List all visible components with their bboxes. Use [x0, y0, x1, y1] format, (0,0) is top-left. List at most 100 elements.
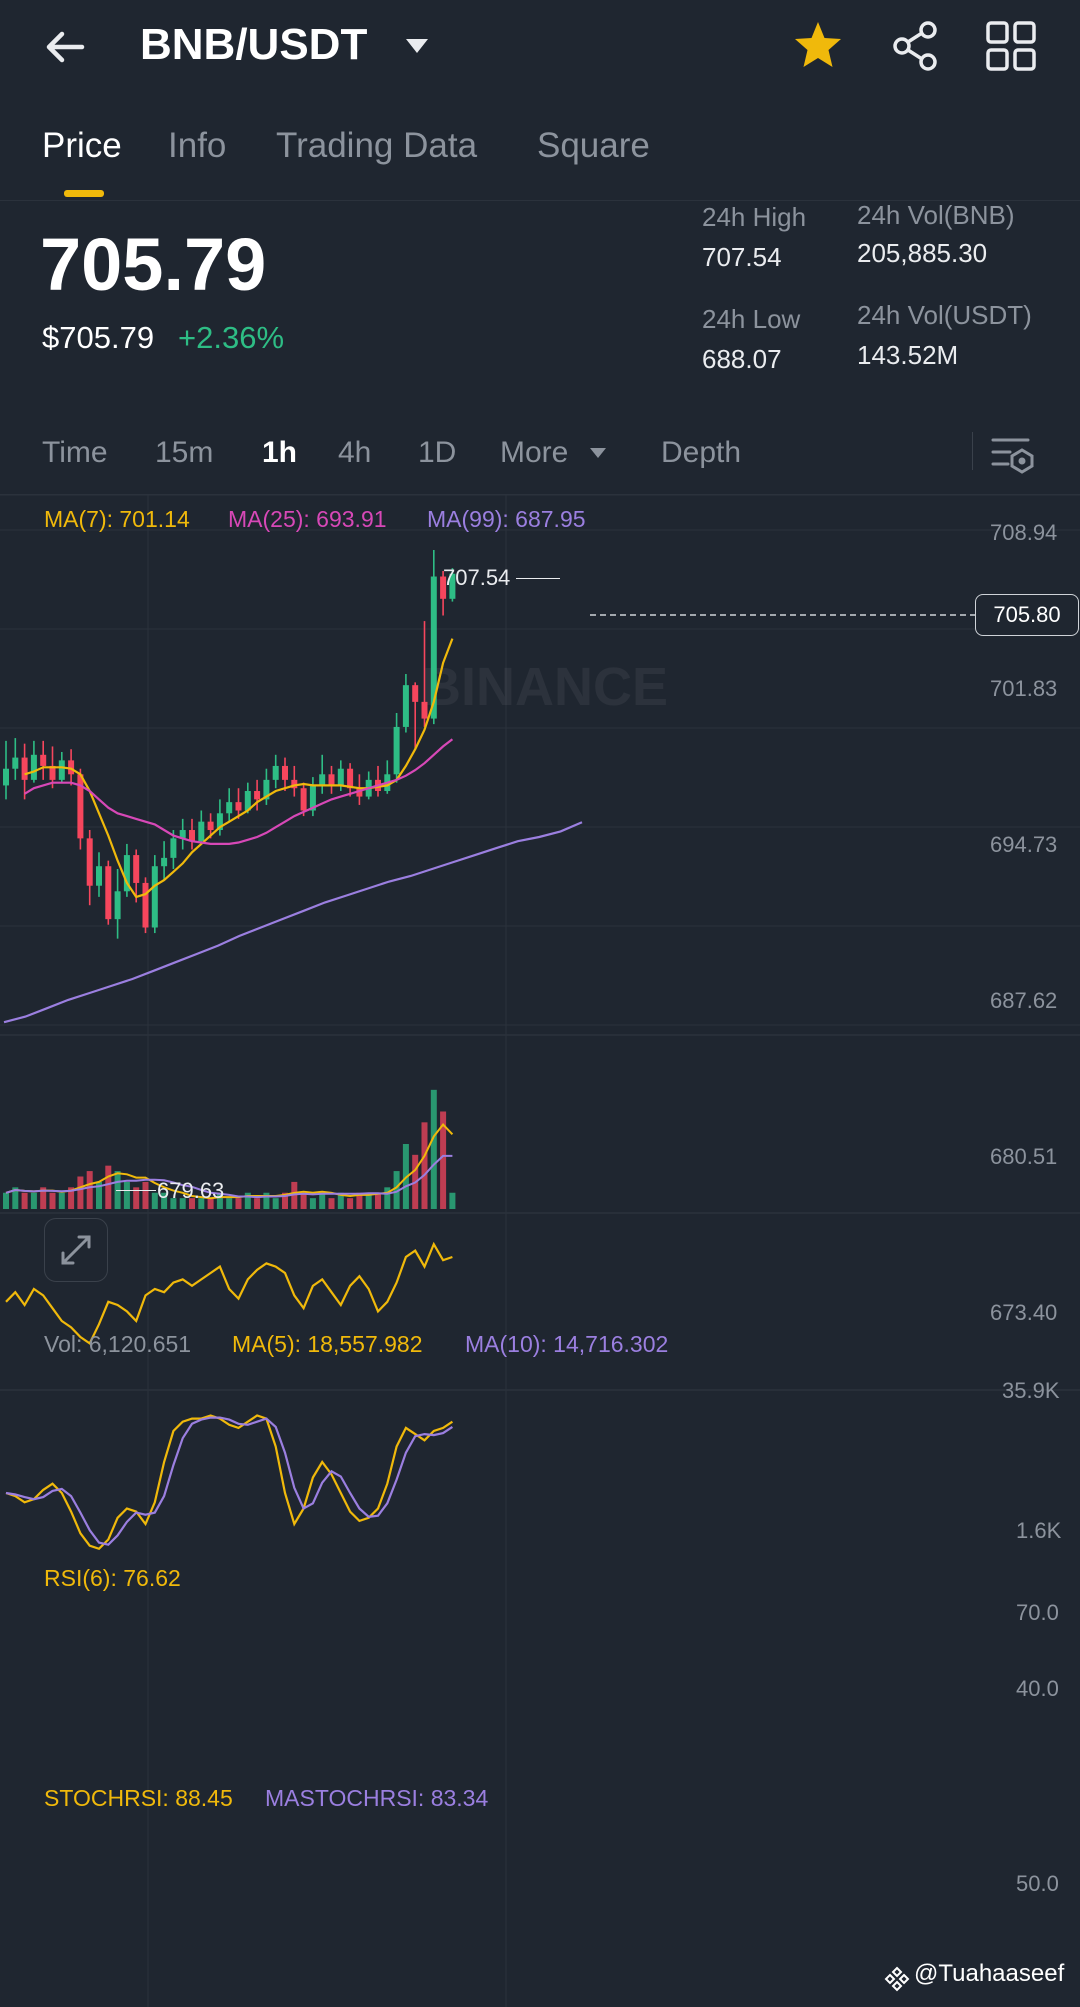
- volume-bar: [263, 1192, 270, 1209]
- candle: [161, 841, 168, 881]
- volume-bar: [3, 1192, 9, 1209]
- candle: [30, 740, 37, 783]
- share-icon[interactable]: [890, 20, 942, 72]
- candle: [402, 674, 409, 733]
- last-price: 705.79: [40, 223, 267, 306]
- tab-trading-data[interactable]: Trading Data: [276, 126, 478, 165]
- grid-icon[interactable]: [985, 20, 1037, 72]
- candle: [449, 568, 456, 602]
- volume-bar: [198, 1198, 205, 1209]
- tab-square[interactable]: Square: [537, 126, 650, 165]
- vol-quote-label: 24h Vol(USDT): [857, 300, 1032, 330]
- caret-down-icon[interactable]: [404, 36, 430, 56]
- candle: [114, 869, 121, 939]
- expand-icon[interactable]: [44, 1218, 108, 1282]
- price-axis-label: 694.73: [990, 832, 1058, 857]
- indicator-settings-icon[interactable]: [990, 432, 1036, 474]
- high-marker-label: 707.54: [443, 565, 511, 590]
- interval-15m[interactable]: 15m: [155, 436, 214, 469]
- stochrsi-line: [5, 1414, 454, 1551]
- candle: [235, 788, 242, 819]
- interval-time[interactable]: Time: [42, 436, 108, 469]
- candle: [21, 743, 28, 800]
- ma25-label: MA(25): 693.91: [228, 506, 387, 532]
- volume-bar: [347, 1198, 354, 1209]
- candle: [384, 760, 391, 794]
- volume-bar: [254, 1198, 261, 1209]
- candle: [142, 877, 149, 934]
- candles: [3, 550, 456, 939]
- interval-depth[interactable]: Depth: [661, 436, 742, 469]
- volume-bar: [49, 1192, 56, 1209]
- pair-selector[interactable]: BNB/USDT: [140, 20, 368, 69]
- back-arrow-icon[interactable]: [40, 22, 90, 72]
- volume-bar: [365, 1192, 372, 1209]
- volume-bar: [226, 1198, 233, 1209]
- change-percent: +2.36%: [178, 320, 285, 355]
- volume-bar: [393, 1171, 400, 1209]
- price-axis-label: 673.40: [990, 1300, 1058, 1325]
- ma99-label: MA(99): 687.95: [427, 506, 586, 532]
- watermark-text: BINANCE: [422, 657, 668, 717]
- candle: [244, 782, 251, 814]
- volume-bar: [216, 1192, 223, 1209]
- volume-bar: [30, 1192, 37, 1209]
- tab-info[interactable]: Info: [168, 126, 227, 165]
- price-axis-label: 701.83: [990, 676, 1058, 701]
- interval-1h[interactable]: 1h: [262, 436, 298, 469]
- volume-bar: [375, 1192, 381, 1209]
- candle: [226, 788, 233, 822]
- candle: [421, 621, 428, 727]
- vol-ma5-line: [5, 1122, 454, 1200]
- candle: [356, 774, 363, 805]
- ma25-line: [24, 738, 454, 845]
- interval-1d[interactable]: 1D: [418, 436, 457, 469]
- candle: [198, 810, 205, 844]
- divider: [972, 432, 973, 470]
- candle: [291, 765, 298, 797]
- vol-quote-value: 143.52M: [857, 340, 959, 370]
- vol-axis-label: 35.9K: [1002, 1378, 1060, 1403]
- vol-ma10-line: [5, 1154, 453, 1199]
- candle: [282, 757, 288, 792]
- volume-bar: [77, 1176, 84, 1209]
- candle: [319, 754, 326, 794]
- tab-price[interactable]: Price: [42, 126, 122, 165]
- volume-bar: [151, 1192, 158, 1209]
- volume-bar: [189, 1198, 195, 1209]
- volume-bar: [337, 1192, 344, 1209]
- usd-price: $705.79: [42, 320, 155, 355]
- interval-4h[interactable]: 4h: [338, 436, 372, 469]
- candle: [375, 765, 381, 797]
- candle: [105, 860, 112, 925]
- volume-bar: [68, 1187, 75, 1209]
- stoch-axis-label: 50.0: [1016, 1871, 1059, 1896]
- candle: [430, 550, 437, 725]
- caret-down-icon[interactable]: [588, 446, 608, 460]
- volume-bar: [21, 1192, 28, 1209]
- price-axis-label: 708.94: [990, 520, 1058, 545]
- low-value: 688.07: [702, 344, 782, 374]
- volume-bar: [142, 1181, 149, 1209]
- volume-bar: [105, 1165, 112, 1209]
- low-marker-line: [116, 1190, 156, 1191]
- candle: [393, 713, 400, 783]
- candle: [216, 799, 223, 836]
- candle: [272, 754, 279, 789]
- rsi-axis-label: 40.0: [1016, 1676, 1059, 1701]
- volume-bar: [40, 1187, 47, 1209]
- star-icon[interactable]: [790, 18, 846, 74]
- candle: [40, 740, 47, 780]
- ma7-label: MA(7): 701.14: [44, 506, 190, 532]
- candle: [151, 855, 158, 934]
- ma-lines: [3, 638, 583, 1024]
- candlestick-chart[interactable]: BINANCE: [0, 495, 1080, 2007]
- candle: [254, 779, 261, 811]
- volume-bar: [430, 1089, 437, 1209]
- candle: [347, 763, 354, 797]
- candle: [328, 765, 335, 794]
- high-marker-line: [516, 578, 560, 579]
- volume-bar: [235, 1198, 242, 1209]
- interval-more[interactable]: More: [500, 436, 569, 469]
- candle: [123, 843, 130, 897]
